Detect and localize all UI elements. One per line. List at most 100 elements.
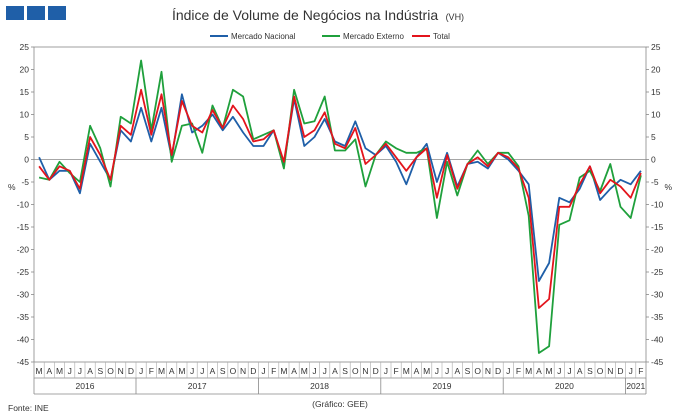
- month-label: O: [474, 366, 481, 376]
- month-label: D: [495, 366, 501, 376]
- month-label: N: [607, 366, 613, 376]
- month-label: S: [587, 366, 593, 376]
- month-label: F: [271, 366, 276, 376]
- y-tick-label-right: -40: [651, 335, 664, 345]
- y-tick-label-right: 25: [651, 42, 661, 52]
- month-label: J: [557, 366, 561, 376]
- month-label: M: [280, 366, 287, 376]
- month-label: O: [107, 366, 114, 376]
- month-label: A: [577, 366, 583, 376]
- month-label: F: [393, 366, 398, 376]
- month-label: S: [97, 366, 103, 376]
- y-tick-label-right: -30: [651, 290, 664, 300]
- y-tick-label-right: 5: [651, 132, 656, 142]
- month-label: O: [597, 366, 604, 376]
- month-label: A: [210, 366, 216, 376]
- month-label: J: [190, 366, 194, 376]
- y-tick-label-right: -10: [651, 200, 664, 210]
- month-label: S: [465, 366, 471, 376]
- month-label: D: [617, 366, 623, 376]
- y-tick-label-left: -30: [17, 290, 30, 300]
- month-label: J: [200, 366, 204, 376]
- month-label: M: [525, 366, 532, 376]
- svg-text:Índice de Volume de Negócios n: Índice de Volume de Negócios na Indústri…: [172, 7, 464, 24]
- month-label: A: [87, 366, 93, 376]
- month-label: M: [36, 366, 43, 376]
- month-label: J: [261, 366, 265, 376]
- chart-subtitle: (VH): [446, 12, 465, 22]
- logo-square: [6, 6, 24, 20]
- month-label: J: [567, 366, 571, 376]
- month-label: A: [169, 366, 175, 376]
- y-tick-label-left: -5: [21, 177, 29, 187]
- month-label: D: [373, 366, 379, 376]
- series-line-mercado-externo: [38, 59, 642, 354]
- month-label: J: [78, 366, 82, 376]
- y-axis-label-left: %: [8, 182, 16, 192]
- y-tick-label-left: 15: [20, 87, 30, 97]
- month-label: J: [506, 366, 510, 376]
- month-label: J: [629, 366, 633, 376]
- month-label: J: [384, 366, 388, 376]
- series-line-mercado-nacional: [38, 93, 642, 282]
- y-tick-label-right: 15: [651, 87, 661, 97]
- y-tick-label-left: -40: [17, 335, 30, 345]
- month-label: J: [68, 366, 72, 376]
- month-label: M: [546, 366, 553, 376]
- month-label: M: [56, 366, 63, 376]
- month-label: M: [403, 366, 410, 376]
- month-label: N: [485, 366, 491, 376]
- legend-label: Mercado Nacional: [231, 32, 296, 41]
- logo-square: [48, 6, 66, 20]
- month-label: J: [445, 366, 449, 376]
- month-label: S: [342, 366, 348, 376]
- month-label: S: [220, 366, 226, 376]
- month-label: N: [118, 366, 124, 376]
- month-label: D: [250, 366, 256, 376]
- y-tick-label-left: -25: [17, 267, 30, 277]
- month-label: A: [46, 366, 52, 376]
- y-axis-left: -45 -40 -35 -30 -25 -20 -15 -10 -5 0 5 10 15 20 25: [17, 42, 34, 367]
- month-label: F: [516, 366, 521, 376]
- y-tick-label-right: -5: [651, 177, 659, 187]
- chart-title: Índice de Volume de Negócios na Indústri…: [172, 7, 438, 23]
- plot-frame: [33, 46, 647, 363]
- month-label: M: [178, 366, 185, 376]
- month-label: A: [291, 366, 297, 376]
- month-label: F: [638, 366, 643, 376]
- y-tick-label-left: 0: [24, 155, 29, 165]
- y-tick-label-left: -45: [17, 357, 30, 367]
- month-label: D: [128, 366, 134, 376]
- y-tick-label-right: -35: [651, 312, 664, 322]
- y-tick-label-right: -20: [651, 245, 664, 255]
- year-label: 2016: [76, 381, 95, 391]
- month-label: A: [332, 366, 338, 376]
- month-label: O: [352, 366, 359, 376]
- month-label: O: [230, 366, 237, 376]
- y-tick-label-left: -10: [17, 200, 30, 210]
- y-tick-label-left: -35: [17, 312, 30, 322]
- legend: Mercado Nacional Mercado Externo Total: [210, 32, 450, 41]
- y-axis-label-right: %: [664, 182, 672, 192]
- legend-label: Mercado Externo: [343, 32, 404, 41]
- year-label: 2021: [626, 381, 645, 391]
- year-label: 2017: [188, 381, 207, 391]
- y-tick-label-left: 5: [24, 132, 29, 142]
- y-tick-label-right: 0: [651, 155, 656, 165]
- y-tick-label-right: -25: [651, 267, 664, 277]
- y-tick-label-left: 20: [20, 65, 30, 75]
- logo-square: [27, 6, 45, 20]
- source-note: Fonte: INE: [8, 403, 49, 413]
- year-label: 2019: [433, 381, 452, 391]
- month-label: M: [301, 366, 308, 376]
- year-label: 2018: [310, 381, 329, 391]
- y-tick-label-right: 10: [651, 110, 661, 120]
- legend-label: Total: [433, 32, 450, 41]
- y-tick-label-right: -45: [651, 357, 664, 367]
- month-label: A: [536, 366, 542, 376]
- series-lines: [38, 59, 642, 354]
- month-label: J: [312, 366, 316, 376]
- month-label: J: [435, 366, 439, 376]
